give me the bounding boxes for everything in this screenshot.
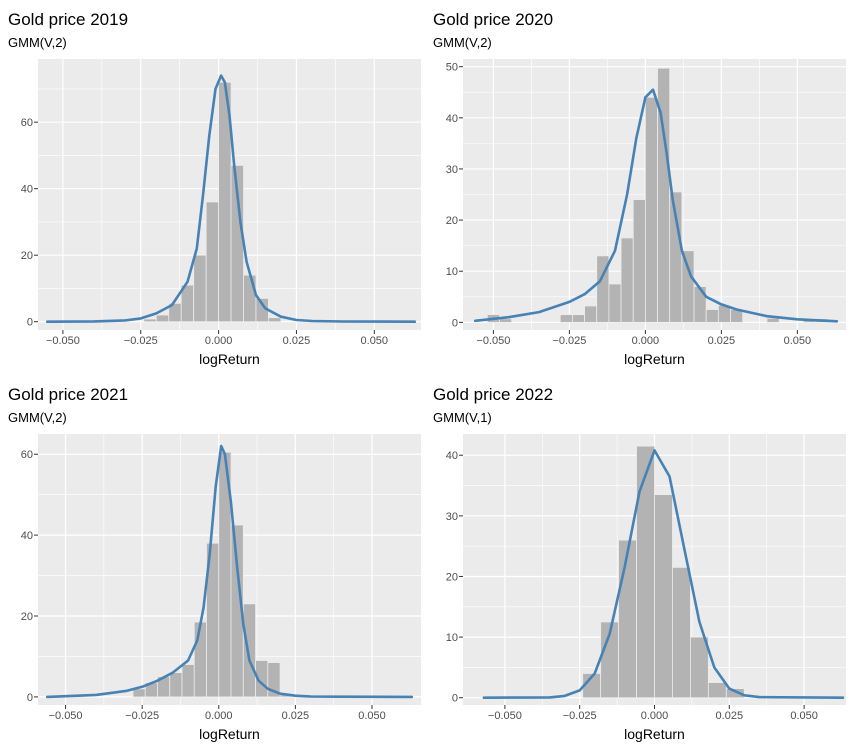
chart-subtitle: GMM(V,2) [8, 410, 67, 425]
x-tick-label: 0.000 [632, 335, 660, 347]
y-tick-label: 20 [446, 215, 458, 227]
y-tick-label: 40 [21, 184, 33, 196]
y-tick-label: 10 [446, 632, 458, 644]
density-curve [473, 88, 839, 323]
histogram-bar [243, 274, 257, 323]
panel-2022: −0.050 −0.025 0.000 0.025 0.050 0 10 20 30 40 Gold… [433, 385, 846, 742]
histogram-bar [766, 317, 780, 323]
x-tick-label: −0.025 [124, 335, 158, 347]
histogram-bar [181, 664, 195, 698]
histogram-bar [143, 318, 157, 323]
panel-2021: −0.050 −0.025 0.000 0.025 0.050 0 20 40 60 Gold p… [8, 385, 421, 742]
histogram-bar [584, 305, 598, 323]
x-tick-label: −0.050 [49, 710, 83, 722]
x-tick-label: 0.050 [358, 710, 386, 722]
y-tick-label: 40 [21, 530, 33, 542]
x-axis-label: logReturn [624, 351, 685, 367]
histogram-bar [268, 317, 282, 323]
y-tick-label: 20 [21, 250, 33, 262]
histogram-bar [559, 314, 573, 323]
histogram-bar [193, 621, 207, 698]
y-tick-label: 40 [446, 113, 458, 125]
histogram-bar [620, 237, 634, 323]
x-tick-label: −0.025 [125, 710, 159, 722]
x-tick-label: 0.000 [205, 710, 233, 722]
chart-subtitle: GMM(V,1) [433, 410, 492, 425]
chart-subtitle: GMM(V,2) [8, 35, 67, 50]
histogram-bar [725, 688, 745, 699]
chart-title: Gold price 2019 [8, 10, 128, 29]
histogram-bar [632, 199, 646, 323]
histogram-bar [193, 254, 207, 323]
histogram-bar [205, 201, 220, 323]
histogram-bar [681, 250, 695, 323]
histogram-bar [572, 314, 585, 323]
y-tick-label: 30 [446, 511, 458, 523]
histogram-bar [608, 283, 622, 323]
y-tick-label: 50 [446, 62, 458, 74]
x-tick-label: 0.050 [361, 335, 389, 347]
y-tick-label: 0 [452, 317, 458, 329]
x-axis-label: logReturn [199, 726, 260, 742]
chart-title: Gold price 2020 [433, 10, 553, 29]
histogram-bar [693, 286, 707, 323]
x-tick-label: 0.050 [784, 335, 812, 347]
y-tick-label: 60 [21, 449, 33, 461]
chart-subtitle: GMM(V,2) [433, 35, 492, 50]
histogram-bar [618, 539, 637, 699]
y-tick-label: 20 [446, 571, 458, 583]
x-tick-label: −0.025 [552, 335, 586, 347]
y-tick-label: 40 [446, 450, 458, 462]
x-tick-label: −0.050 [46, 335, 80, 347]
x-tick-label: 0.000 [641, 710, 669, 722]
histogram-bar [705, 309, 719, 323]
x-tick-label: 0.025 [716, 710, 744, 722]
y-tick-label: 60 [21, 117, 33, 129]
y-tick-label: 0 [452, 693, 458, 705]
panel-2019: −0.050 −0.025 0.000 0.025 0.050 0 20 40 60 Gold p… [8, 10, 421, 367]
y-tick-label: 0 [27, 692, 33, 704]
panel-2020: −0.050 −0.025 0.000 0.025 0.050 0 10 20 30 40 50 Go… [433, 10, 846, 367]
histogram-bar [155, 314, 170, 323]
histogram-bar [169, 672, 183, 698]
histogram-bar [672, 566, 691, 699]
chart-title: Gold price 2021 [8, 385, 128, 404]
x-tick-label: −0.050 [488, 710, 522, 722]
x-tick-label: 0.025 [708, 335, 736, 347]
density-curve [45, 444, 414, 699]
density-curve [482, 449, 845, 699]
chart-title: Gold price 2022 [433, 385, 553, 404]
y-tick-label: 30 [446, 164, 458, 176]
density-curve [46, 74, 417, 323]
x-axis-label: logReturn [624, 726, 685, 742]
histogram-bar [242, 603, 256, 698]
x-tick-label: 0.025 [282, 710, 310, 722]
histogram-bar [690, 636, 709, 699]
histogram-bar [654, 494, 673, 699]
y-tick-label: 20 [21, 611, 33, 623]
histogram-bar [644, 96, 658, 323]
x-tick-label: 0.000 [205, 335, 233, 347]
histogram-bar [636, 445, 655, 699]
x-axis-label: logReturn [199, 351, 260, 367]
x-tick-label: −0.025 [563, 710, 597, 722]
x-tick-label: 0.050 [790, 710, 818, 722]
histogram-bar [267, 662, 281, 698]
histogram-bar [707, 682, 727, 699]
y-tick-label: 10 [446, 266, 458, 278]
x-tick-label: −0.050 [476, 335, 510, 347]
x-tick-label: 0.025 [283, 335, 311, 347]
y-tick-label: 0 [27, 317, 33, 329]
